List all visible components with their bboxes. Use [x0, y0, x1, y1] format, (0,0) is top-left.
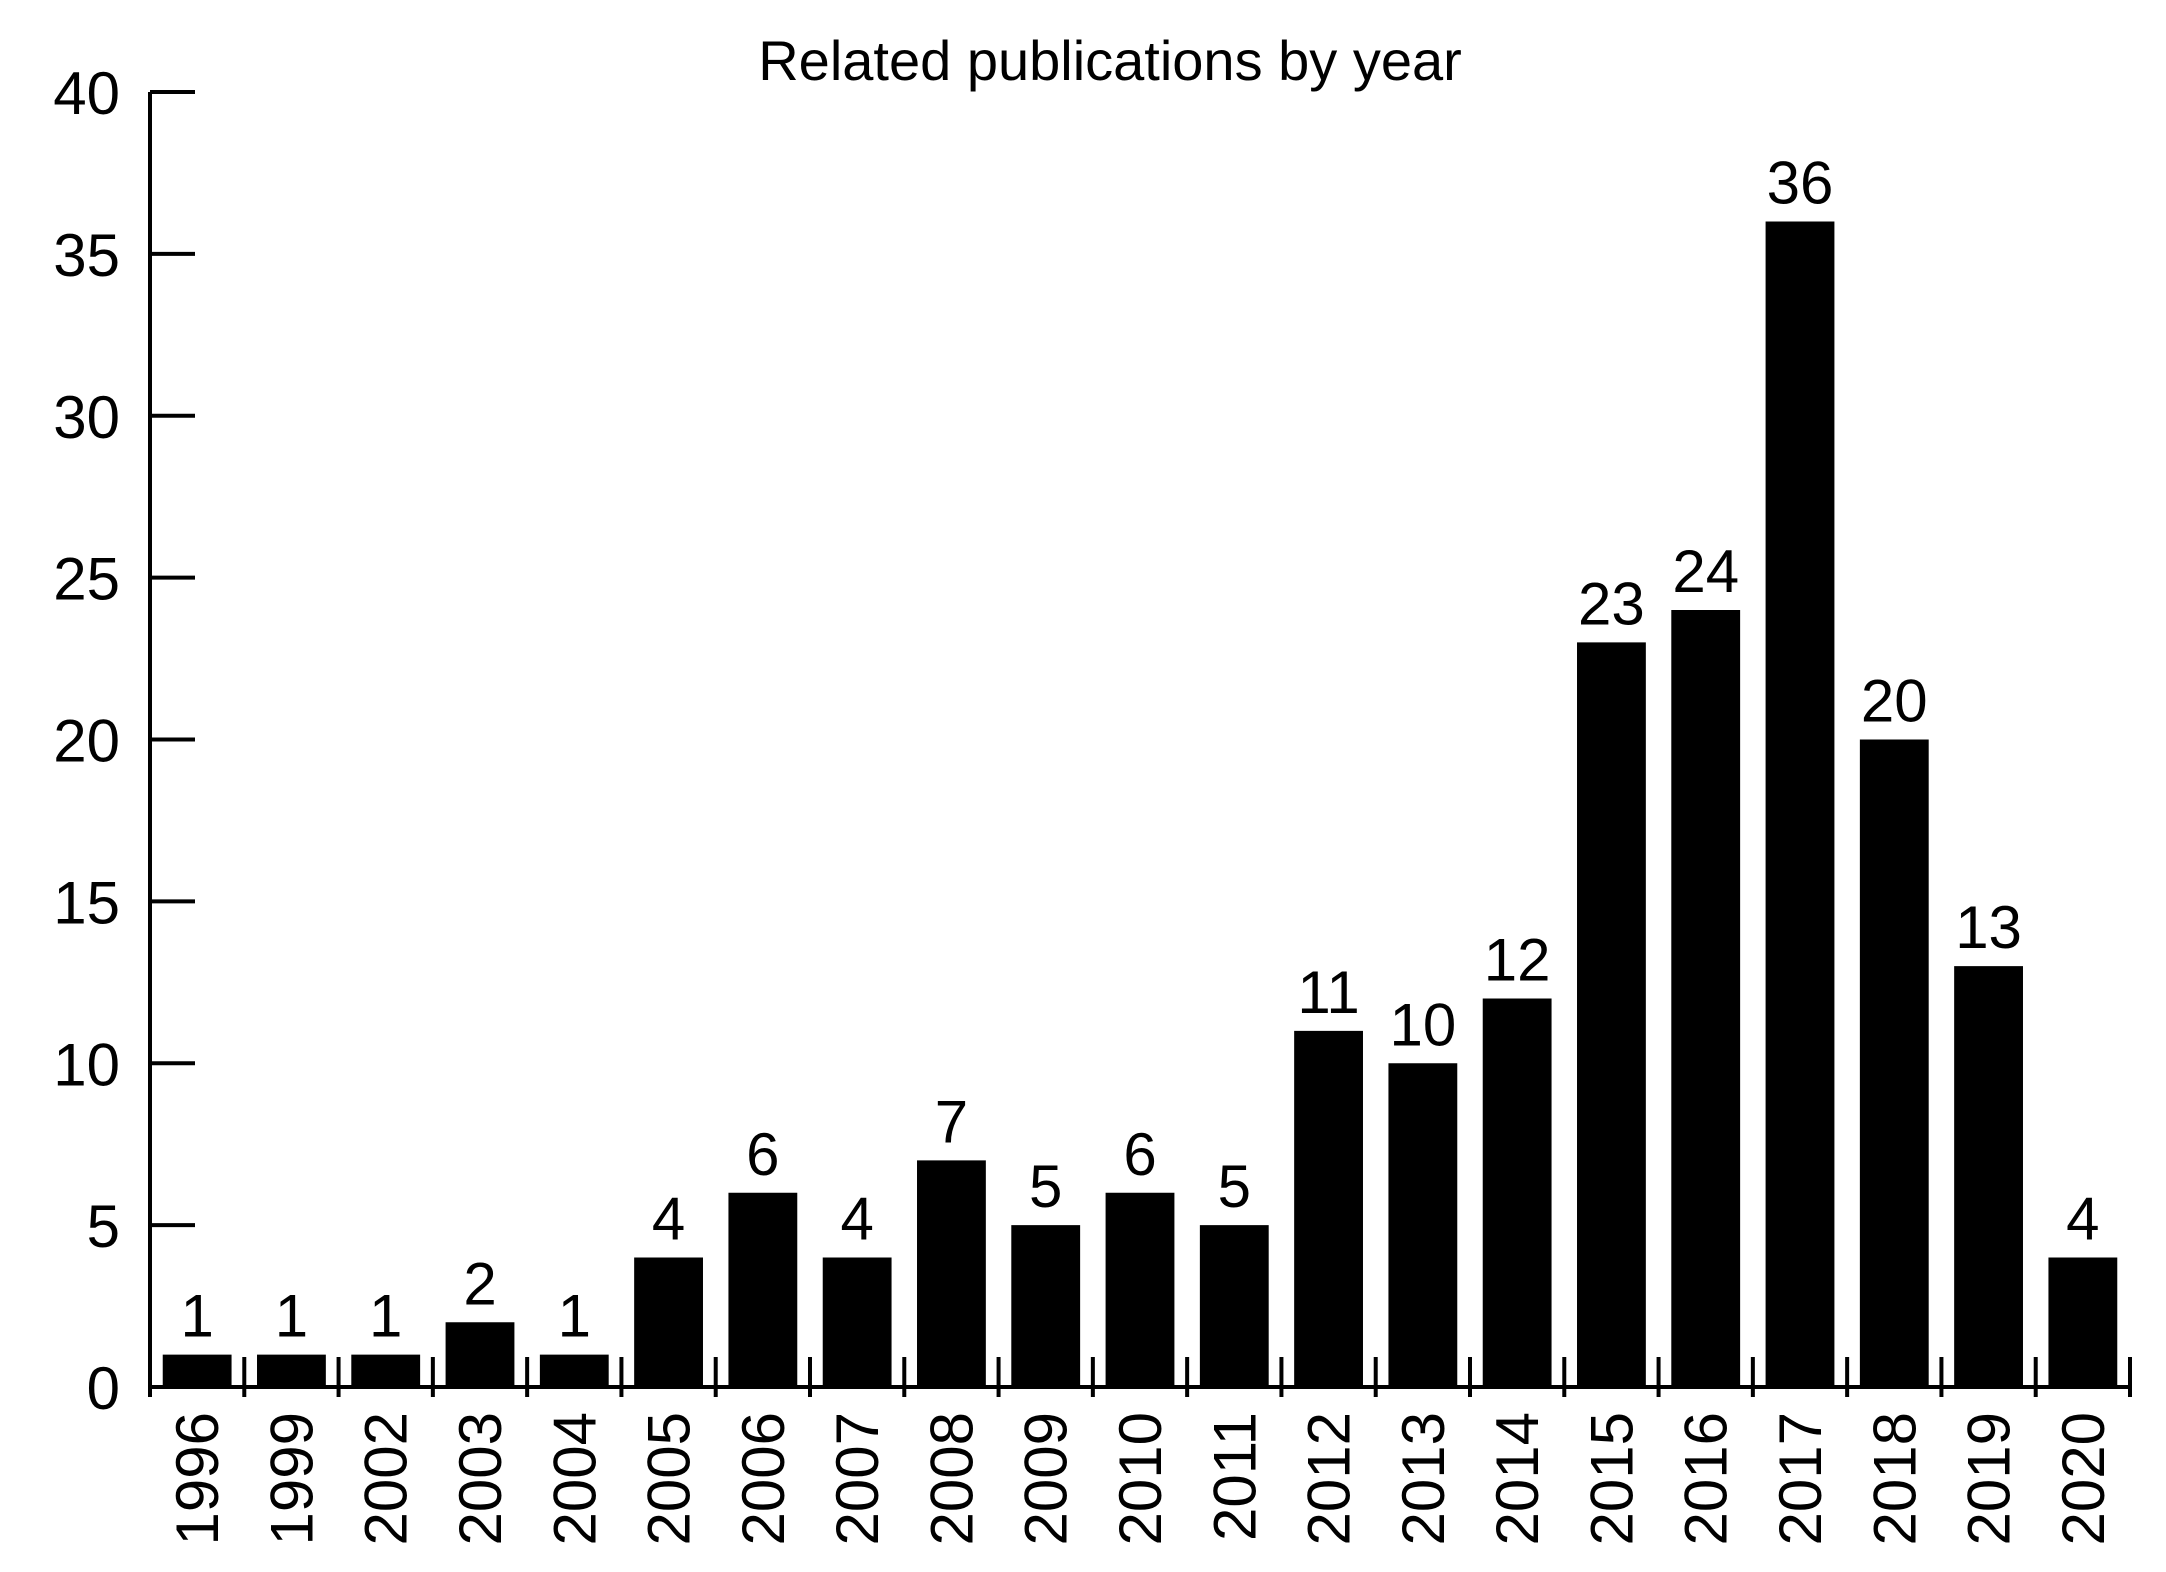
x-tick-label-2011: 2011	[1201, 1412, 1268, 1541]
bar-2003	[445, 1322, 515, 1387]
data-label-2005: 4	[652, 1186, 685, 1253]
x-tick-label-2002: 2002	[353, 1412, 420, 1545]
y-tick-label: 30	[53, 384, 120, 451]
bar-2011	[1199, 1225, 1269, 1387]
bar-2010	[1105, 1192, 1175, 1387]
x-tick-label-2016: 2016	[1673, 1412, 1740, 1545]
bar-2013	[1388, 1063, 1458, 1387]
data-label-1996: 1	[180, 1283, 213, 1350]
bar-2019	[1954, 966, 2023, 1387]
chart-title: Related publications by year	[758, 29, 1462, 92]
x-tick-label-2020: 2020	[2050, 1412, 2117, 1545]
x-tick-label-2006: 2006	[730, 1412, 797, 1545]
data-label-2002: 1	[369, 1283, 402, 1350]
bar-2002	[351, 1354, 421, 1387]
bar-2005	[634, 1257, 703, 1387]
bar-2012	[1294, 1030, 1363, 1387]
data-label-2019: 13	[1955, 894, 2022, 961]
data-label-2014: 12	[1484, 927, 1551, 994]
bar-2006	[728, 1192, 798, 1387]
bar-2007	[822, 1257, 892, 1387]
y-tick-label: 35	[53, 222, 120, 289]
y-tick-label: 20	[53, 708, 120, 775]
data-label-2008: 7	[935, 1088, 968, 1155]
y-tick-label: 40	[53, 60, 120, 127]
x-tick-label-1996: 1996	[164, 1412, 231, 1545]
x-tick-label-2015: 2015	[1578, 1412, 1645, 1545]
bar-2008	[917, 1160, 986, 1387]
x-tick-label-2003: 2003	[447, 1412, 514, 1545]
x-tick-label-2004: 2004	[541, 1412, 608, 1545]
y-tick-label: 10	[53, 1031, 120, 1098]
x-tick-label-2009: 2009	[1013, 1412, 1080, 1545]
data-label-2009: 5	[1029, 1153, 1062, 1220]
x-tick-label-2007: 2007	[824, 1412, 891, 1545]
bar-2020	[2048, 1257, 2118, 1387]
data-label-2003: 2	[463, 1250, 496, 1317]
data-label-2007: 4	[840, 1186, 873, 1253]
data-label-2018: 20	[1861, 668, 1928, 735]
x-tick-label-2013: 2013	[1390, 1412, 1457, 1545]
bar-2004	[539, 1354, 609, 1387]
bar-2015	[1577, 642, 1646, 1387]
x-tick-label-2010: 2010	[1107, 1412, 1174, 1545]
bars	[162, 221, 2118, 1387]
data-label-2020: 4	[2066, 1186, 2099, 1253]
data-label-2006: 6	[746, 1121, 779, 1188]
x-tick-label-2012: 2012	[1296, 1412, 1363, 1545]
data-label-2011: 5	[1218, 1153, 1251, 1220]
y-tick-label: 15	[53, 869, 120, 936]
bar-2014	[1482, 998, 1552, 1387]
data-label-2017: 36	[1767, 150, 1834, 217]
x-tick-label-1999: 1999	[258, 1412, 325, 1545]
data-label-2004: 1	[558, 1283, 591, 1350]
bar-2016	[1671, 610, 1741, 1387]
data-label-2012: 11	[1297, 959, 1359, 1026]
bar-2009	[1011, 1225, 1081, 1387]
data-label-2010: 6	[1123, 1121, 1156, 1188]
data-label-2016: 24	[1672, 538, 1739, 605]
x-tick-label-2018: 2018	[1861, 1412, 1928, 1545]
x-tick-label-2014: 2014	[1484, 1412, 1551, 1545]
x-tick-label-2019: 2019	[1956, 1412, 2023, 1545]
x-tick-label-2008: 2008	[918, 1412, 985, 1545]
bar-1996	[162, 1354, 232, 1387]
data-label-2013: 10	[1389, 991, 1456, 1058]
bar-2018	[1859, 739, 1929, 1387]
y-axis: 0 5 10 15 20 25 30 35 40	[53, 60, 195, 1422]
x-tick-label-2005: 2005	[636, 1412, 703, 1545]
data-label-1999: 1	[275, 1283, 308, 1350]
y-tick-label: 5	[87, 1193, 120, 1260]
x-tick-label-2017: 2017	[1767, 1412, 1834, 1545]
bar-1999	[257, 1354, 326, 1387]
bar-2017	[1765, 221, 1835, 1387]
y-tick-label: 25	[53, 546, 120, 613]
data-label-2015: 23	[1578, 570, 1645, 637]
y-tick-label: 0	[87, 1355, 120, 1422]
